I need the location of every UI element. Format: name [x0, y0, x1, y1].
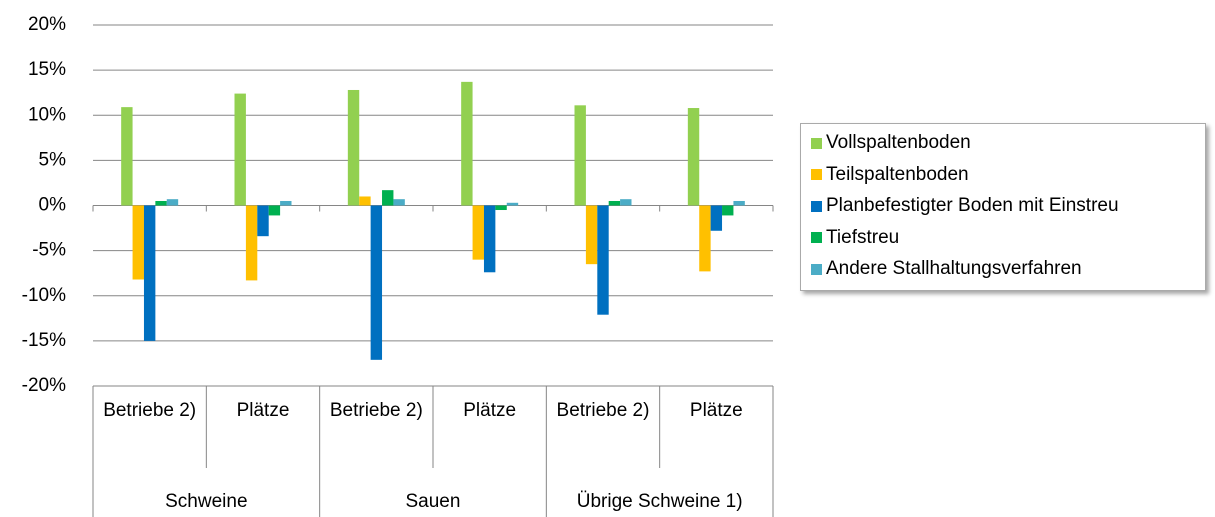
bar — [722, 205, 734, 216]
legend-swatch — [811, 137, 822, 149]
x-tick-label: Betriebe 2) — [556, 400, 650, 421]
legend-swatch — [811, 169, 822, 180]
bar — [382, 190, 394, 206]
y-tick-label: 20% — [28, 14, 66, 35]
legend-item: Teilspaltenboden — [811, 164, 969, 186]
legend-swatch — [811, 200, 822, 212]
bar — [710, 205, 723, 231]
y-tick-label: -15% — [22, 330, 66, 351]
y-tick-label: -10% — [22, 285, 66, 306]
bar — [245, 205, 258, 281]
bar — [506, 202, 519, 206]
bar — [370, 205, 383, 360]
group-label: Sauen — [405, 491, 461, 512]
bar — [393, 199, 405, 206]
legend-item: Vollspaltenboden — [811, 132, 971, 154]
legend-label: Tiefstreu — [826, 226, 900, 248]
bar — [347, 89, 360, 206]
bar — [166, 199, 179, 206]
legend-label: Teilspaltenboden — [826, 163, 969, 185]
legend-item: Tiefstreu — [811, 227, 899, 249]
bar — [495, 205, 507, 211]
bar — [132, 205, 144, 280]
bar — [461, 81, 473, 206]
legend-swatch — [811, 232, 822, 243]
bar — [268, 205, 281, 216]
group-label: Schweine — [165, 491, 248, 512]
bar — [620, 199, 632, 206]
y-tick-label: 0% — [39, 195, 67, 216]
bar — [121, 107, 133, 206]
x-tick-label: Plätze — [463, 400, 517, 421]
bar — [143, 205, 156, 341]
x-tick-label: Plätze — [689, 400, 743, 421]
bar — [280, 200, 292, 206]
bar — [234, 93, 246, 206]
bar — [585, 205, 598, 265]
y-tick-label: 5% — [39, 149, 67, 170]
y-tick-label: -20% — [22, 375, 66, 396]
legend-label: Planbefestigter Boden mit Einstreu — [826, 195, 1119, 216]
x-tick-label: Betriebe 2) — [329, 400, 423, 421]
bar — [483, 205, 496, 273]
bar — [574, 105, 586, 206]
legend: Vollspaltenboden Teilspaltenboden Planbefe… — [800, 123, 1206, 291]
x-tick-label: Plätze — [236, 400, 290, 421]
bar — [699, 205, 711, 272]
bar — [359, 196, 371, 206]
legend-label: Andere Stallhaltungsverfahren — [826, 258, 1082, 279]
bar — [733, 200, 745, 206]
legend-label: Vollspaltenboden — [826, 132, 971, 153]
legend-item: Planbefestigter Boden mit Einstreu — [811, 195, 1119, 217]
legend-swatch — [811, 263, 822, 275]
bar — [687, 108, 700, 206]
y-tick-label: 15% — [28, 59, 66, 80]
bar — [155, 200, 167, 206]
group-label: Übrige Schweine 1) — [576, 491, 743, 512]
bar — [608, 200, 621, 206]
y-tick-label: -5% — [32, 240, 66, 261]
bar — [472, 205, 484, 260]
legend-item: Andere Stallhaltungsverfahren — [811, 258, 1082, 280]
bar — [597, 205, 609, 315]
x-tick-label: Betriebe 2) — [103, 400, 197, 421]
y-tick-label: 10% — [28, 104, 66, 125]
bar — [257, 205, 269, 237]
